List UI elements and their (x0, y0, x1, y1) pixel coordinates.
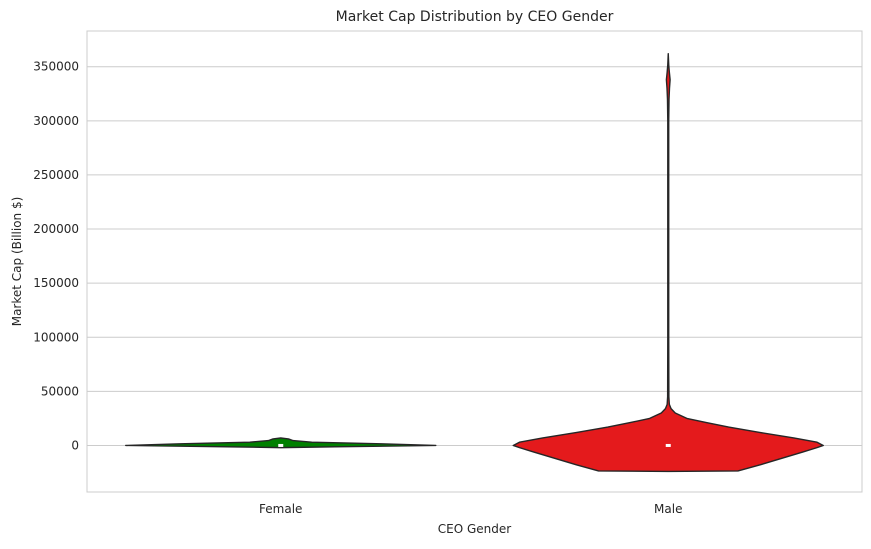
y-tick-label: 100000 (33, 330, 79, 344)
violins (125, 53, 824, 473)
y-tick-label: 200000 (33, 222, 79, 236)
violin-female (125, 437, 437, 449)
y-tick-label: 300000 (33, 114, 79, 128)
median-marker-male (665, 443, 671, 447)
plot-frame (86, 30, 863, 493)
plot-area (87, 31, 862, 492)
y-tick-labels: 0 50000 100000 150000 200000 250000 300000 3500… (33, 60, 79, 453)
y-tick-label: 50000 (41, 384, 79, 398)
y-tick-label: 250000 (33, 168, 79, 182)
y-tick-label: 150000 (33, 276, 79, 290)
x-tick-labels: Female Male (259, 502, 682, 516)
chart-title: Market Cap Distribution by CEO Gender (336, 9, 614, 25)
y-tick-label: 350000 (33, 60, 79, 74)
x-axis-label: CEO Gender (438, 522, 512, 536)
y-tick-label: 0 (71, 438, 79, 452)
y-axis-label: Market Cap (Billion $) (10, 197, 24, 327)
median-marker-female (278, 443, 284, 447)
x-tick-label: Female (259, 502, 302, 516)
gridlines (87, 66, 862, 446)
violin-male (512, 53, 824, 473)
x-tick-label: Male (654, 502, 682, 516)
